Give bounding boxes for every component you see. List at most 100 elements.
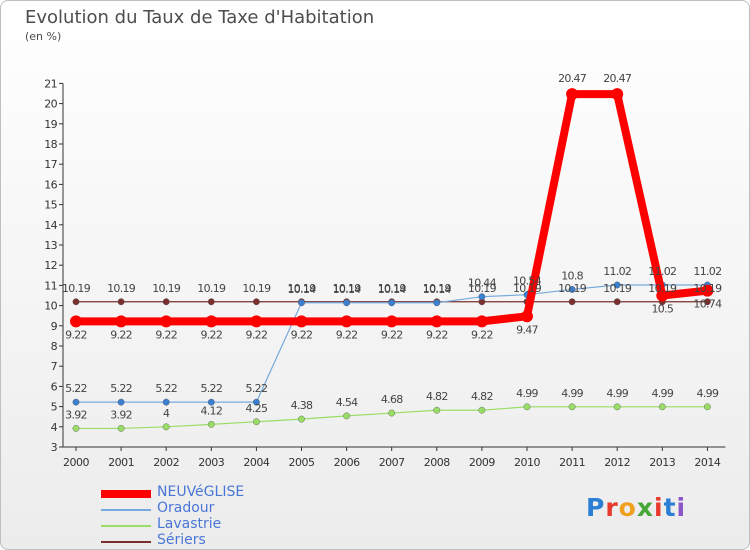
data-point-oradour [388,299,396,307]
data-label-lavastrie: 4.68 [381,393,403,406]
data-point-neuveglise [475,315,488,328]
data-label-seriers: 10.19 [107,282,136,295]
x-tick-label: 2008 [424,456,450,469]
x-tick-label: 2007 [379,456,405,469]
data-point-lavastrie [252,418,260,426]
data-point-neuveglise [115,315,128,328]
data-label-seriers: 10.19 [152,282,181,295]
data-point-lavastrie [72,425,80,432]
data-label-neuveglise: 9.22 [246,328,268,341]
data-point-neuveglise [340,315,353,328]
data-label-lavastrie: 4.12 [200,404,222,417]
data-label-lavastrie: 4.99 [651,387,673,400]
data-point-neuveglise [70,315,82,328]
data-point-oradour [298,299,305,307]
data-label-oradour: 5.22 [246,382,268,395]
logo-letter: o [618,493,637,522]
data-point-oradour [72,398,80,406]
y-tick-label: 12 [44,259,57,272]
data-point-neuveglise [295,315,308,328]
data-point-lavastrie [658,403,666,411]
data-label-neuveglise: 9.22 [65,328,87,341]
data-label-seriers: 10.19 [648,282,677,295]
data-label-seriers: 10.19 [513,282,542,295]
data-point-oradour [343,299,350,307]
data-label-neuveglise: 9.22 [471,328,493,341]
data-label-seriers: 10.19 [242,282,271,295]
y-tick-label: 11 [44,279,57,292]
data-label-oradour: 10.14 [333,283,362,296]
x-tick-label: 2010 [514,456,540,469]
data-label-neuveglise: 9.22 [155,328,177,341]
legend-item-oradour: Oradour [101,500,301,517]
y-tick-label: 3 [51,441,58,454]
legend-swatch [101,525,151,527]
data-point-lavastrie [117,425,125,432]
data-point-lavastrie [478,406,486,414]
legend-item-lavastrie: Lavastrie [101,516,301,533]
x-tick-label: 2004 [243,456,269,469]
data-label-lavastrie: 4.54 [336,396,358,409]
x-tick-label: 2005 [289,456,315,469]
data-point-oradour [433,299,441,307]
x-tick-label: 2002 [153,456,179,469]
data-label-lavastrie: 4.82 [426,390,448,403]
y-tick-label: 18 [44,138,57,151]
data-label-neuveglise: 9.22 [200,328,222,341]
x-tick-label: 2013 [649,456,675,469]
data-label-neuveglise: 9.22 [381,328,403,341]
data-label-seriers: 10.19 [288,282,317,295]
x-tick-label: 2000 [63,456,89,469]
legend-swatch [101,490,151,498]
data-label-seriers: 10.19 [333,282,362,295]
logo-letter: i [676,493,687,522]
data-label-neuveglise: 10.5 [651,303,673,316]
y-tick-label: 6 [51,380,58,393]
data-point-neuveglise [521,310,533,323]
data-label-oradour: 10.14 [423,283,452,296]
data-label-lavastrie: 4.99 [561,387,583,400]
data-label-seriers: 10.19 [558,282,587,295]
data-label-lavastrie: 3.92 [110,408,132,421]
x-tick-label: 2012 [604,456,630,469]
data-label-lavastrie: 3.92 [65,408,87,421]
data-point-neuveglise [566,88,579,101]
x-tick-label: 2001 [108,456,134,469]
legend-item-seriers: Sériers [101,532,301,549]
data-label-seriers: 10.19 [423,282,452,295]
data-point-lavastrie [298,415,305,423]
data-label-lavastrie: 4.99 [606,387,628,400]
y-tick-label: 20 [44,98,57,111]
y-tick-label: 19 [44,118,57,131]
data-label-oradour: 11.02 [648,265,676,278]
data-point-lavastrie [207,420,215,428]
logo-letter: r [605,493,619,522]
data-point-neuveglise [430,315,443,328]
data-point-neuveglise [385,315,398,328]
data-label-neuveglise: 20.47 [558,72,587,85]
data-point-lavastrie [613,403,621,411]
data-label-lavastrie: 4.38 [291,399,313,412]
legend-label: Lavastrie [157,516,222,532]
data-point-lavastrie [568,403,576,411]
data-point-lavastrie [433,406,441,414]
data-label-seriers: 10.19 [693,282,722,295]
data-point-oradour [478,293,486,301]
proxiti-logo: Proxiti [586,493,686,522]
x-tick-label: 2009 [469,456,495,469]
data-point-neuveglise [160,315,173,328]
legend-swatch [101,509,151,511]
data-label-seriers: 10.19 [468,282,497,295]
logo-letter: i [654,493,664,522]
data-label-lavastrie: 4.82 [471,390,493,403]
data-point-neuveglise [250,315,263,328]
data-point-seriers [568,298,576,306]
legend-label: NEUVéGLISE [157,484,245,500]
data-point-neuveglise [611,88,624,101]
data-point-oradour [162,398,170,406]
data-label-oradour: 10.14 [378,283,407,296]
data-point-seriers [162,298,170,306]
data-label-neuveglise: 20.47 [603,72,632,85]
y-tick-label: 21 [44,77,57,90]
y-tick-label: 14 [44,219,57,232]
